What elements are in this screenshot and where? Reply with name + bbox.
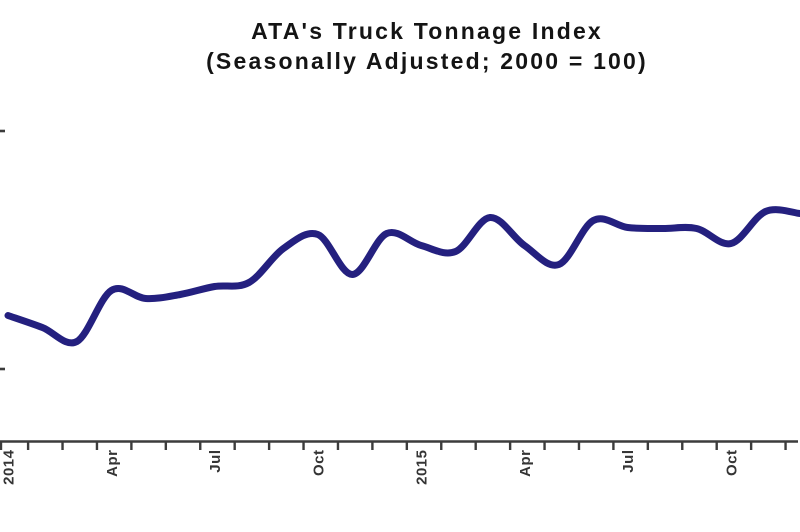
x-axis-tick-label: 2014: [1, 449, 18, 485]
x-axis-tick-label: Jul: [207, 450, 224, 473]
chart-title: ATA's Truck Tonnage Index (Seasonally Ad…: [54, 16, 800, 76]
tonnage-line: [4, 206, 800, 347]
x-axis-tick-label: Oct: [724, 450, 741, 477]
chart-title-line1: ATA's Truck Tonnage Index: [251, 18, 603, 44]
x-axis-tick-label: Jul: [620, 450, 637, 473]
x-axis-ticks: [0, 441, 787, 450]
chart-title-line2: (Seasonally Adjusted; 2000 = 100): [206, 48, 648, 74]
x-axis-tick-label: Apr: [104, 450, 121, 477]
x-axis-tick-labels: 2014 Apr Jul Oct 2015 Apr Jul Oct: [1, 449, 741, 485]
x-axis-tick-label: 2015: [414, 450, 431, 485]
y-axis-tick-stubs: [0, 129, 5, 371]
x-axis-tick-label: Apr: [517, 450, 534, 477]
x-axis-tick-label: Oct: [310, 450, 327, 477]
x-axis: 2014 Apr Jul Oct 2015 Apr Jul Oct: [0, 440, 798, 485]
